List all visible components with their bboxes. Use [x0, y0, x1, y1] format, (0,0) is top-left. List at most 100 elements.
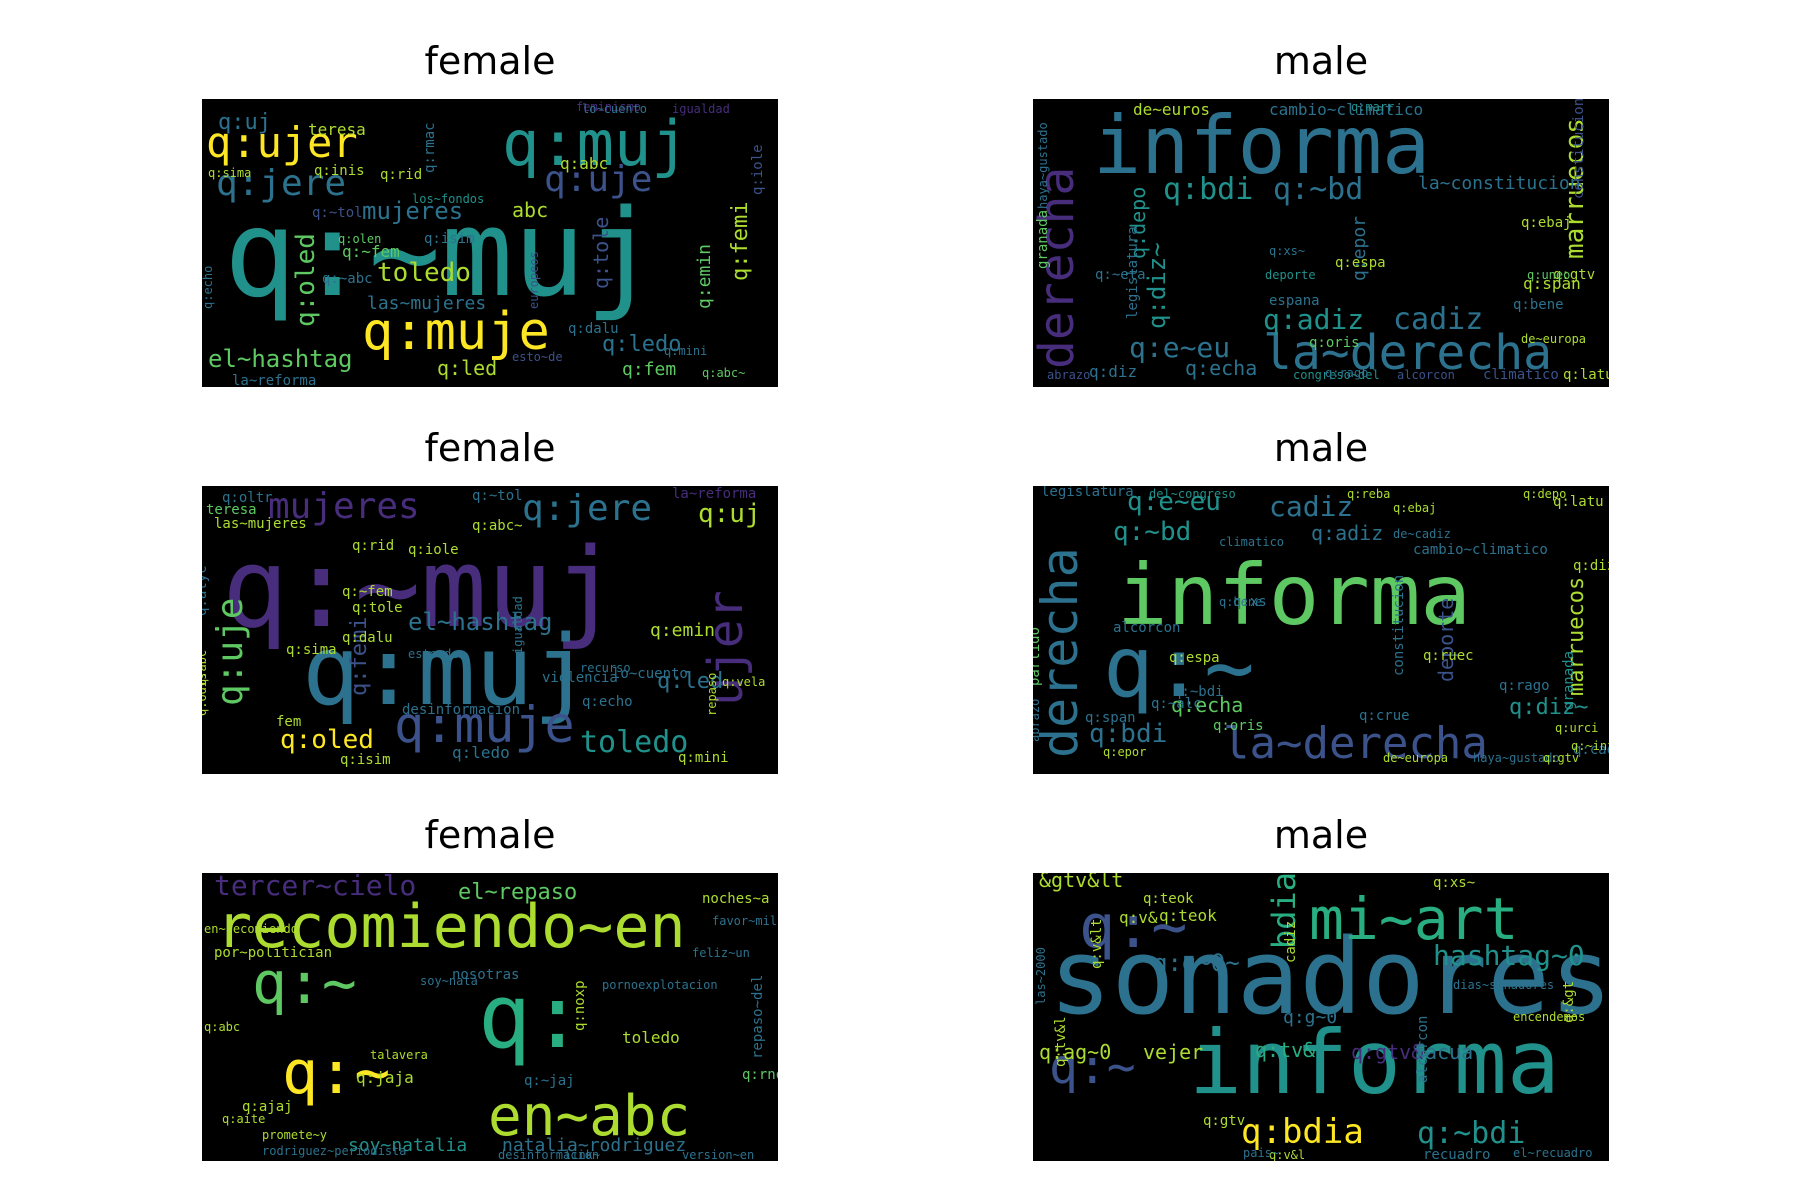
cloud-word: cambio~climatico: [1413, 542, 1548, 558]
cloud-word: q:gtv: [1543, 751, 1579, 765]
cloud-word: q:dalu: [568, 321, 619, 337]
cloud-word: q:xs~: [1269, 244, 1305, 258]
cloud-word: la~derecha: [1223, 718, 1488, 769]
word-cloud-male-1: informa la~derecha derecha q:bdi q:~bd q:adiz…: [1033, 99, 1609, 387]
cloud-word: por~politician: [214, 945, 332, 961]
cloud-word: q:ledo: [452, 743, 510, 762]
word-cloud-female-3: recomiendo~en en~abc q:~ q: q:~ tercer~cielo e…: [202, 873, 778, 1161]
word-cloud-male-2: informa la~derecha derecha q:~ q:bdi q:~bd q:e…: [1033, 486, 1609, 774]
cloud-word: alcorcon: [1113, 620, 1180, 636]
cloud-word: desinformacion: [498, 1148, 599, 1161]
cloud-word: mujeres: [362, 197, 463, 225]
cloud-word: toledo: [377, 258, 471, 288]
cloud-word: legislatura: [1041, 486, 1134, 500]
cloud-word: cadiz: [1283, 921, 1299, 963]
cloud-word: q:urci: [1555, 721, 1598, 735]
panel-title-male-1: male: [1273, 39, 1369, 83]
cloud-word: q:latu: [1563, 367, 1609, 383]
panel-title-male-2: male: [1273, 426, 1369, 470]
cloud-word: nosotras: [452, 967, 519, 983]
cloud-word: abc: [512, 198, 548, 222]
cloud-word: q:muj: [302, 615, 591, 727]
cloud-word: q:teok: [1143, 891, 1194, 907]
cloud-word: abrazo: [1047, 368, 1090, 382]
cloud-word: q:rid: [380, 167, 422, 183]
cloud-word: q:femi: [728, 202, 753, 281]
cloud-word: q:gtv: [1203, 1113, 1245, 1129]
cloud-word: q:~bd: [1113, 517, 1191, 547]
cloud-word: q:v&: [1119, 908, 1158, 927]
cloud-word: q:g~0: [1283, 1007, 1337, 1028]
cloud-word: q:rmac: [422, 122, 438, 173]
cloud-word: q:~bdi: [1417, 1116, 1525, 1151]
cloud-word: q:ujer: [206, 118, 358, 167]
cloud-word: q:bdi: [1163, 172, 1253, 207]
cloud-word: q:abc~: [472, 518, 523, 534]
cloud-word: q:ruec: [1423, 648, 1474, 664]
cloud-word: q:~eta: [1095, 267, 1146, 283]
cloud-word: de~euros: [1133, 100, 1210, 119]
cloud-word: q:bene: [1219, 595, 1262, 609]
cloud-word: q:iole: [750, 144, 766, 195]
cloud-word: q:~bd: [1273, 172, 1363, 207]
cloud-word: q:ebaj: [1393, 501, 1436, 515]
cloud-word: q:echa: [1185, 356, 1257, 380]
cloud-word: q:gtv: [1553, 267, 1595, 283]
cloud-word: el~repaso: [458, 880, 577, 905]
cloud-word: en~recomiendo: [204, 922, 298, 936]
cloud-word: derecha: [1033, 547, 1089, 758]
cloud-word: cambio~climatico: [1269, 100, 1423, 119]
cloud-word: q:: [478, 965, 584, 1068]
cloud-word: recomiendo~en: [216, 892, 686, 962]
cloud-word: q:xs~: [1433, 875, 1475, 891]
cloud-word: q:jere: [522, 488, 652, 529]
cloud-word: rodriguez~periodista: [262, 1144, 407, 1158]
cloud-word: derecha: [1033, 167, 1085, 369]
cloud-word: violencia: [542, 670, 618, 686]
cloud-word: el~recuadro: [1513, 1146, 1592, 1160]
cloud-word: q:~inf: [1571, 739, 1609, 753]
cloud-word: feminismo: [576, 100, 641, 114]
cloud-word: las~mujeres: [367, 293, 486, 314]
cloud-word: dias~sonadores: [1453, 978, 1554, 992]
cloud-word: mi~art: [1309, 885, 1519, 953]
cloud-word: constitucion: [1571, 99, 1587, 199]
cloud-word: igualdad: [672, 102, 730, 116]
cloud-word: q:rago: [1499, 678, 1550, 694]
cloud-word: q:noxp: [572, 980, 588, 1031]
cloud-word: facua: [1413, 1040, 1473, 1064]
cloud-word: q:sima: [286, 642, 337, 658]
word-cloud-female-2: q:~muj q:muj q:muje mujeres q:jere q:uje ujer t…: [202, 486, 778, 774]
cloud-word: informa: [1117, 546, 1471, 644]
cloud-word: deporte: [1434, 598, 1458, 682]
cloud-word: q:oris: [1213, 718, 1264, 734]
cloud-word: q:oris: [1309, 335, 1360, 351]
cloud-word: q:led: [657, 669, 723, 694]
cloud-word: las~2000: [1034, 947, 1048, 1005]
cloud-word: q:~fem: [342, 242, 400, 261]
cloud-word: haya~gustado: [1036, 122, 1050, 209]
cloud-word: fem: [276, 714, 301, 730]
cloud-word: desinformacion: [402, 702, 520, 718]
cloud-word: toledo: [580, 725, 688, 760]
cloud-word: alcorcon: [1397, 368, 1455, 382]
cloud-word: la~constitucion: [1418, 173, 1581, 194]
word-cloud-canvas: recomiendo~en en~abc q:~ q: q:~ tercer~cielo e…: [202, 873, 778, 1161]
cloud-word: q:tv&: [1255, 1038, 1315, 1062]
cloud-word: feliz~un: [692, 946, 750, 960]
cloud-word: q:diz: [1089, 362, 1137, 381]
cloud-word: granada: [1035, 210, 1051, 269]
cloud-word: q:ledo: [602, 332, 681, 357]
cloud-word: q:muje: [362, 302, 550, 362]
cloud-word: q:~jaj: [524, 1073, 575, 1089]
cloud-word: pais~: [1243, 1146, 1279, 1160]
cloud-word: q:abc~: [702, 366, 745, 380]
cloud-word: q:v&lt: [1089, 918, 1105, 969]
cloud-word: q:e~eu: [1129, 331, 1230, 364]
cloud-word: q:~: [1049, 1039, 1136, 1095]
cloud-word: informa: [1093, 99, 1430, 192]
cloud-word: &gtv&lt: [1039, 873, 1123, 892]
cloud-word: cadiz: [1269, 490, 1353, 523]
cloud-word: q:depo: [1523, 487, 1566, 501]
